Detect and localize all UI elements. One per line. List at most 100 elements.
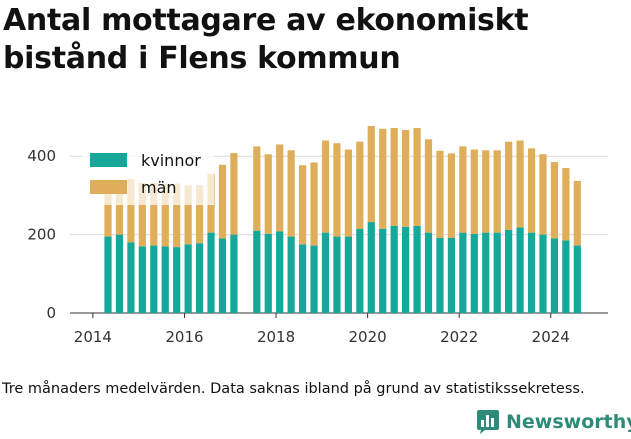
bar-kvinnor bbox=[344, 236, 352, 313]
bar-man bbox=[493, 150, 501, 233]
bar-kvinnor bbox=[287, 236, 295, 313]
bar-kvinnor bbox=[184, 244, 192, 313]
legend-swatch bbox=[90, 180, 127, 194]
bar-kvinnor bbox=[161, 246, 169, 313]
legend-label: män bbox=[141, 178, 177, 197]
x-tick-label: 2018 bbox=[257, 328, 295, 346]
bar-kvinnor bbox=[173, 247, 181, 313]
bar-kvinnor bbox=[298, 244, 307, 313]
bar-kvinnor bbox=[470, 233, 478, 313]
x-tick-label: 2024 bbox=[532, 328, 570, 346]
bar-chart-logo-icon bbox=[477, 410, 499, 434]
bar-man bbox=[138, 182, 146, 247]
bar-man bbox=[356, 141, 364, 229]
y-tick-label: 200 bbox=[27, 226, 56, 244]
bar-kvinnor bbox=[573, 245, 581, 313]
bar-man bbox=[115, 185, 124, 235]
bar-kvinnor bbox=[562, 240, 570, 313]
bar-man bbox=[104, 185, 112, 237]
bar-kvinnor bbox=[253, 230, 261, 313]
bar-man bbox=[173, 183, 181, 248]
bar-man bbox=[150, 182, 158, 246]
bar-man bbox=[127, 178, 135, 243]
bar-kvinnor bbox=[127, 242, 135, 313]
bar-kvinnor bbox=[459, 232, 467, 313]
bar-man bbox=[379, 128, 387, 229]
bar-man bbox=[527, 148, 536, 233]
bar-man bbox=[276, 144, 284, 232]
bar-man bbox=[253, 146, 261, 231]
bar-man bbox=[195, 185, 204, 244]
bar-man bbox=[539, 154, 547, 235]
bar-man bbox=[573, 180, 581, 246]
bar-man bbox=[447, 153, 456, 238]
bar-kvinnor bbox=[230, 234, 238, 313]
bar-kvinnor bbox=[218, 238, 227, 313]
bar-kvinnor bbox=[550, 238, 559, 313]
bar-man bbox=[298, 165, 307, 245]
bar-man bbox=[390, 127, 398, 226]
x-tick-label: 2014 bbox=[74, 328, 112, 346]
chart-title: Antal mottagare av ekonomiskt bistånd i … bbox=[3, 3, 529, 76]
caption: Tre månaders medelvärden. Data saknas ib… bbox=[2, 381, 585, 397]
bar-kvinnor bbox=[321, 232, 330, 313]
bar-kvinnor bbox=[367, 222, 375, 313]
y-tick-label: 400 bbox=[27, 147, 56, 165]
bar-kvinnor bbox=[516, 227, 524, 313]
bar-man bbox=[562, 167, 570, 241]
bar-kvinnor bbox=[310, 245, 318, 313]
bar-man bbox=[436, 150, 444, 238]
bar-man bbox=[184, 185, 192, 245]
bar-kvinnor bbox=[527, 232, 536, 313]
bar-kvinnor bbox=[424, 232, 433, 313]
bar-man bbox=[482, 150, 490, 233]
bar-man bbox=[367, 126, 375, 223]
bar-man bbox=[264, 154, 272, 234]
bar-kvinnor bbox=[482, 232, 490, 313]
bar-man bbox=[470, 149, 478, 234]
legend: kvinnor män bbox=[82, 147, 214, 205]
bar-kvinnor bbox=[150, 245, 158, 313]
brand-logo[interactable]: Newsworthy bbox=[476, 407, 631, 437]
bar-kvinnor bbox=[379, 228, 387, 313]
bar-man bbox=[230, 153, 238, 235]
bar-kvinnor bbox=[413, 225, 421, 313]
bar-kvinnor bbox=[138, 246, 146, 313]
bar-man bbox=[516, 140, 524, 228]
bar-kvinnor bbox=[539, 234, 547, 313]
brand-name: Newsworthy bbox=[506, 411, 631, 433]
bar-kvinnor bbox=[264, 233, 272, 313]
bar-kvinnor bbox=[505, 229, 513, 313]
bar-man bbox=[287, 150, 295, 237]
bar-man bbox=[550, 162, 559, 239]
bar-man bbox=[161, 183, 169, 247]
x-tick-label: 2022 bbox=[440, 328, 478, 346]
bar-kvinnor bbox=[447, 237, 456, 313]
bar-kvinnor bbox=[195, 243, 204, 313]
bar-kvinnor bbox=[276, 231, 284, 313]
bar-man bbox=[459, 146, 467, 233]
bar-man bbox=[424, 139, 433, 233]
bar-man bbox=[413, 127, 421, 226]
bar-kvinnor bbox=[493, 232, 501, 313]
x-axis: 2014 2016 2018 2020 2022 2024 bbox=[74, 313, 570, 346]
bar-kvinnor bbox=[104, 236, 112, 313]
y-tick-label: 0 bbox=[46, 304, 56, 322]
bar-man bbox=[321, 140, 330, 233]
bar-kvinnor bbox=[402, 226, 410, 313]
legend-swatch bbox=[90, 153, 127, 167]
bar-kvinnor bbox=[333, 236, 341, 313]
legend-label: kvinnor bbox=[141, 151, 201, 170]
bar-kvinnor bbox=[115, 234, 124, 313]
bar-kvinnor bbox=[356, 228, 364, 313]
bar-man bbox=[344, 149, 352, 237]
bar-kvinnor bbox=[436, 237, 444, 313]
bar-man bbox=[310, 162, 318, 246]
bar-man bbox=[505, 141, 513, 230]
bars bbox=[104, 126, 581, 313]
bar-kvinnor bbox=[207, 232, 215, 313]
y-axis: 0 200 400 bbox=[27, 147, 56, 322]
bar-kvinnor bbox=[390, 225, 398, 313]
bar-man bbox=[218, 164, 227, 239]
